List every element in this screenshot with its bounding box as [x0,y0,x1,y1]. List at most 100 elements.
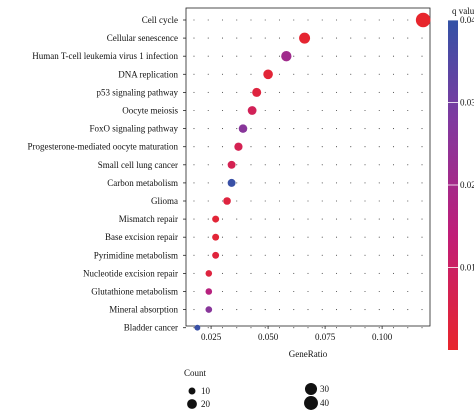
grid-dot [193,290,195,293]
grid-dot [421,182,423,184]
data-point [281,51,292,62]
grid-dot [250,218,252,220]
grid-dot [293,309,295,311]
grid-dot [321,55,323,57]
category-label: Human T-cell leukemia virus 1 infection [32,51,178,61]
grid-dot [221,128,224,130]
category-label: Glioma [151,196,178,206]
grid-dot [264,236,266,238]
grid-dot [264,19,266,21]
grid-dot [378,91,380,93]
grid-dot [392,272,395,274]
grid-dot [392,236,395,238]
grid-dot [350,182,352,184]
grid-dot [221,327,224,329]
grid-dot [321,327,323,329]
grid-dot [378,109,380,112]
grid-dot [236,128,238,130]
grid-dot [378,218,380,220]
color-legend-label: 0.01 [460,263,474,273]
grid-dot [321,37,323,39]
grid-dot [264,128,266,130]
grid-dot [378,128,380,130]
grid-dot [193,164,195,166]
grid-dot [250,19,252,21]
grid-dot [364,37,366,39]
grid-dot [264,37,266,39]
grid-dot [221,55,224,57]
grid-dot [421,272,423,274]
grid-dot [364,164,366,166]
grid-dot [236,182,238,184]
category-label: Bladder cancer [124,323,178,333]
grid-dot [407,37,409,39]
category-label: Cellular senescence [107,33,178,43]
grid-dot [236,327,238,329]
grid-dot [293,91,295,93]
grid-dot [321,309,323,311]
grid-dot [207,109,209,112]
category-label: Progesterone-mediated oocyte maturation [28,142,179,152]
data-point [238,124,248,133]
grid-dot [421,254,423,256]
grid-dot [407,109,409,112]
grid-dot [307,254,309,256]
grid-dot [293,327,295,329]
grid-dot [392,218,395,220]
grid-dot [293,290,295,293]
grid-dot [378,55,380,57]
grid-dot [378,182,380,184]
grid-dot [378,254,380,256]
grid-dot [392,182,395,184]
category-label: FoxO signaling pathway [90,124,179,134]
grid-dot [236,272,238,274]
grid-dot [278,128,281,130]
data-points [194,12,431,331]
grid-dot [421,327,423,329]
data-point [212,251,220,259]
category-label: Base excision repair [105,232,178,242]
category-label: Nucleotide excision repair [83,268,178,278]
grid-dot [392,19,395,21]
grid-dot [293,182,295,184]
grid-dot [278,19,281,21]
category-label: Cell cycle [142,15,178,25]
grid-dot [264,146,266,148]
size-legend-label: 10 [201,386,211,396]
grid-dot [264,91,266,93]
category-label: Oocyte meiosis [122,106,178,116]
grid-dot [421,218,423,220]
grid-dot [335,128,338,130]
grid-dot [193,91,195,93]
grid-dot [250,236,252,238]
grid-dot [193,19,195,21]
grid-dot [350,309,352,311]
grid-dot [392,164,395,166]
grid-dot [335,309,338,311]
grid-dot [221,91,224,93]
grid-dot [278,109,281,112]
grid-dot [307,182,309,184]
grid-dot [278,254,281,256]
grid-dot [278,290,281,293]
grid-dot [392,290,395,293]
category-label: Mineral absorption [109,305,178,315]
grid-dot [264,164,266,166]
grid-dot [278,73,281,75]
color-legend-ticks: 0.01 0.02 0.03 0.04 [448,15,474,273]
grid-dot [193,218,195,220]
data-point [247,106,257,115]
grid-dot [364,200,366,202]
grid-dot [407,73,409,75]
grid-dot [407,272,409,274]
data-point [194,324,201,331]
grid-dot [407,91,409,93]
grid-dot [221,254,224,256]
x-tick-label: 0.025 [201,332,222,342]
grid-dot [250,200,252,202]
grid-dot [407,146,409,148]
grid-dot [193,254,195,256]
grid-dot [335,236,338,238]
grid-dot [321,236,323,238]
data-point [415,12,431,28]
